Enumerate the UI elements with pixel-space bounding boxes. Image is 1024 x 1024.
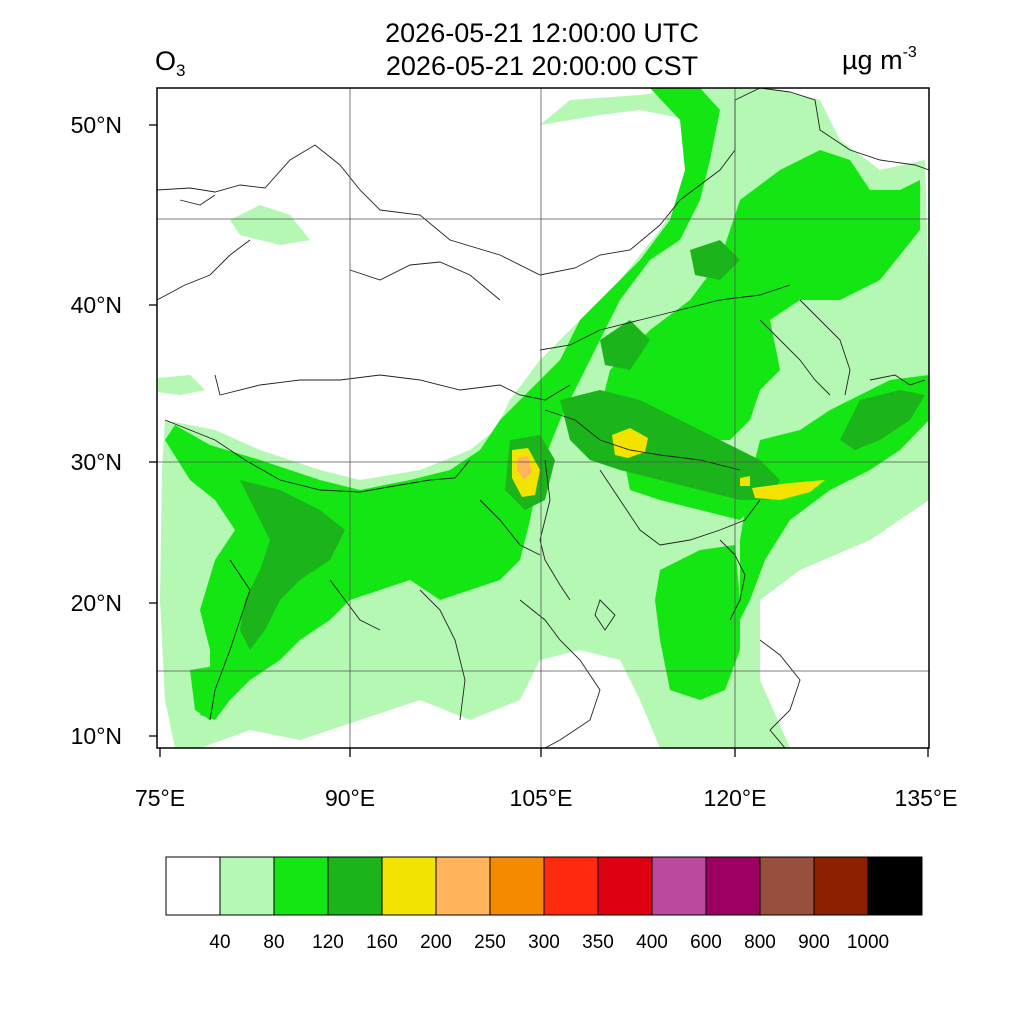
colorbar-label: 900: [798, 932, 830, 953]
lon-label-135: 135°E: [894, 785, 958, 811]
colorbar-label: 300: [528, 932, 560, 953]
colorbar-swatch: [597, 856, 653, 916]
lon-label-75: 75°E: [134, 785, 186, 811]
colorbar-swatch: [651, 856, 707, 916]
colorbar-label: 160: [366, 932, 398, 953]
colorbar-swatch: [705, 856, 761, 916]
colorbar-swatch: [381, 856, 437, 916]
species-label: O3: [155, 46, 185, 81]
title-line-2: 2026-05-21 20:00:00 CST: [385, 51, 699, 81]
colorbar-swatch: [435, 856, 491, 916]
unit-label: µg m-3: [842, 44, 917, 76]
colorbar-swatch: [489, 856, 545, 916]
colorbar-swatch: [759, 856, 815, 916]
lat-label-20: 20°N: [70, 590, 122, 616]
colorbar-label: 120: [312, 932, 344, 953]
colorbar-swatch: [543, 856, 599, 916]
unit-base: µg m: [842, 45, 903, 75]
colorbar-swatch: [327, 856, 383, 916]
concentration-field: [158, 88, 929, 748]
colorbar-label: 250: [474, 932, 506, 953]
colorbar-label: 200: [420, 932, 452, 953]
colorbar: [165, 856, 923, 916]
title-line-1: 2026-05-21 12:00:00 UTC: [385, 18, 699, 48]
lon-label-105: 105°E: [509, 785, 573, 811]
species-subscript: 3: [176, 61, 186, 80]
lat-label-40: 40°N: [70, 292, 122, 318]
map-frame: [156, 87, 930, 749]
colorbar-swatch: [273, 856, 329, 916]
colorbar-label: 800: [744, 932, 776, 953]
colorbar-label: 400: [636, 932, 668, 953]
boundary-lines: [157, 88, 929, 748]
gridlines: [157, 88, 929, 748]
lat-label-30: 30°N: [70, 449, 122, 475]
colorbar-swatch: [219, 856, 275, 916]
species-base: O: [155, 46, 177, 76]
colorbar-label: 40: [209, 932, 231, 953]
colorbar-swatch: [165, 856, 221, 916]
axis-ticks: [149, 124, 929, 757]
lon-label-90: 90°E: [324, 785, 376, 811]
colorbar-label: 80: [263, 932, 285, 953]
colorbar-label: 600: [690, 932, 722, 953]
unit-exponent: -3: [902, 44, 917, 61]
lon-label-120: 120°E: [703, 785, 767, 811]
colorbar-label: 350: [582, 932, 614, 953]
colorbar-swatch: [867, 856, 923, 916]
level-120-160-fill: [240, 240, 925, 650]
lat-label-10: 10°N: [70, 723, 122, 749]
colorbar-label: 1000: [846, 932, 890, 953]
lat-label-50: 50°N: [70, 112, 122, 138]
colorbar-swatch: [813, 856, 869, 916]
